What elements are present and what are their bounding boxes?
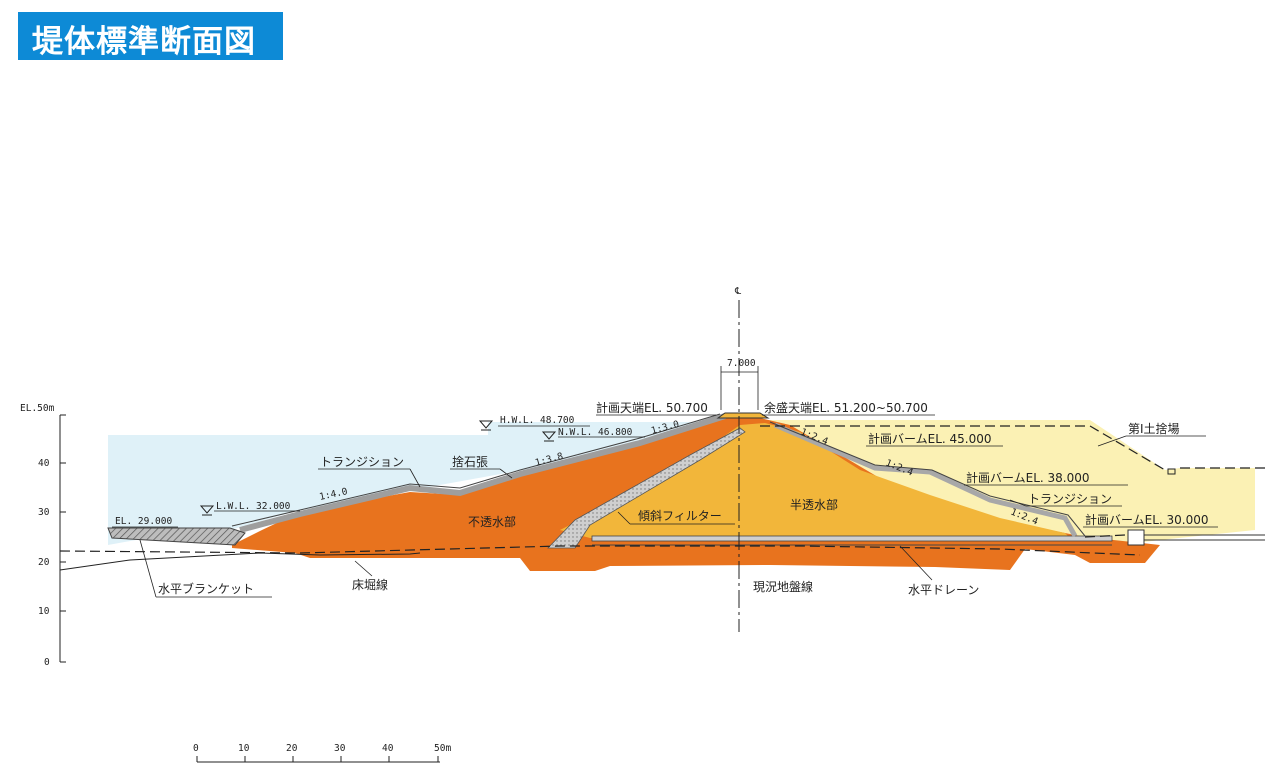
semi-pervious-zone-label: 半透水部 — [790, 497, 838, 512]
hwl-label: H.W.L. 48.700 — [500, 415, 575, 426]
foundation-line — [59, 552, 421, 571]
reservoir-water-lower — [108, 435, 420, 530]
horizontal-drain-label: 水平ドレーン — [908, 583, 979, 597]
berm45-label: 計画バームEL. 45.000 — [868, 431, 992, 446]
scale-tick: 40 — [382, 743, 394, 754]
hwl-marker: H.W.L. 48.700 — [478, 415, 590, 431]
riprap-label: 捨石張 — [452, 454, 488, 469]
crest — [716, 412, 770, 419]
scale-tick: 10 — [238, 743, 250, 754]
spoil-area — [760, 420, 1255, 545]
centerline-symbol: ℄ — [734, 286, 742, 297]
existing-ground-label: 現況地盤線 — [753, 579, 813, 594]
title-banner: 堤体標準断面図 — [18, 12, 283, 60]
axis-tick: 30 — [38, 507, 50, 518]
crest-plan-label: 計画天端EL. 50.700 — [596, 400, 708, 415]
crest-extra-label: 余盛天端EL. 51.200~50.700 — [764, 400, 928, 415]
toe-elevation-label: EL. 29.000 — [115, 516, 172, 527]
scale-tick: 20 — [286, 743, 298, 754]
crest-width-label: 7.000 — [727, 358, 756, 369]
filter-label: 傾斜フィルター — [638, 509, 722, 523]
transition-upstream-label: トランジション — [320, 455, 404, 469]
axis-tick: 20 — [38, 557, 50, 568]
lwl-marker: L.W.L. 32.000 — [199, 501, 300, 516]
berm30-label: 計画バームEL. 30.000 — [1085, 512, 1209, 527]
semi-pervious-zone — [560, 423, 1070, 538]
inclined-filter — [547, 427, 746, 549]
berm38-label: 計画バームEL. 38.000 — [966, 470, 1090, 485]
axis-tick: 40 — [38, 458, 50, 469]
scale-tick: 0 — [193, 743, 199, 754]
impervious-zone-label: 不透水部 — [468, 514, 516, 529]
page-title: 堤体標準断面図 — [32, 24, 256, 60]
spoil-area-label: 第Ⅰ土捨場 — [1128, 421, 1180, 436]
outlet-box — [1127, 529, 1145, 546]
lwl-label: L.W.L. 32.000 — [216, 501, 291, 512]
downstream-transition — [774, 422, 1078, 538]
axis-top-label: EL.50m — [20, 403, 55, 414]
excavation-line-label: 床堀線 — [352, 577, 388, 592]
nwl-label: N.W.L. 46.800 — [558, 427, 633, 438]
scale-tick: 50m — [434, 743, 451, 754]
axis-tick: 10 — [38, 606, 50, 617]
transition-downstream-label: トランジション — [1028, 492, 1112, 506]
blanket-label: 水平ブランケット — [158, 581, 254, 596]
axis-tick: 0 — [44, 657, 50, 668]
scale-tick: 30 — [334, 743, 346, 754]
horizontal-blanket — [107, 527, 246, 546]
horizontal-drain — [591, 535, 1113, 542]
nwl-marker: N.W.L. 46.800 — [541, 427, 645, 442]
upstream-transition — [239, 413, 726, 533]
